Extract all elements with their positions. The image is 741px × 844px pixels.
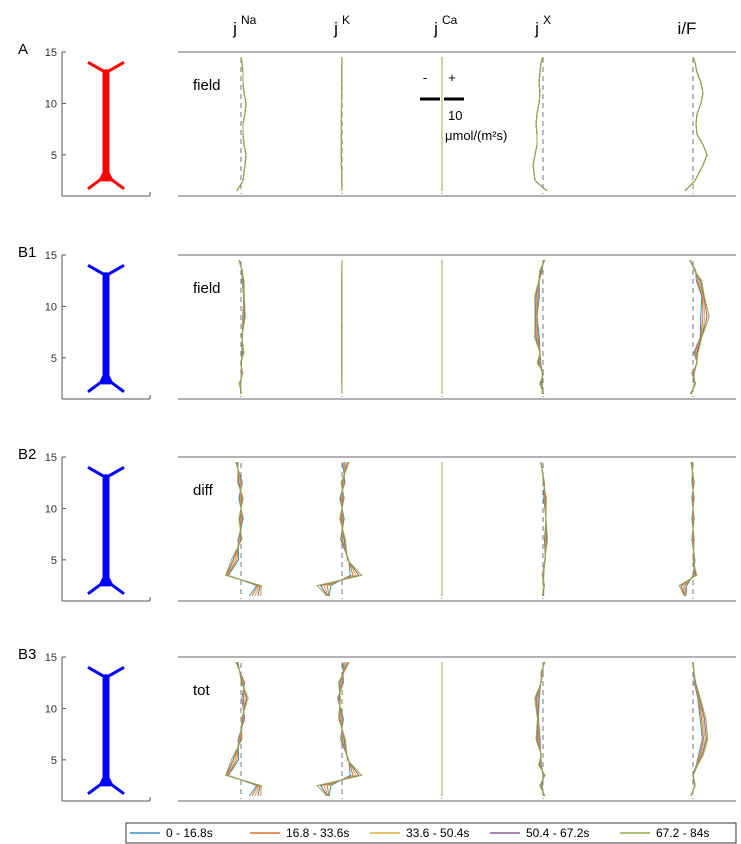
column-header-sup: K (342, 13, 350, 27)
trace-column (534, 259, 546, 397)
panel-B2: B2 5 10 15 diff (18, 446, 736, 602)
series-line (534, 661, 546, 797)
trace-column (540, 462, 549, 599)
y-tick-label: 10 (45, 98, 57, 110)
neuron-morphology (87, 465, 125, 596)
series-line (532, 56, 548, 192)
series-line (678, 462, 698, 597)
trace-column (678, 462, 698, 599)
scale-unit: μmol/(m²s) (445, 128, 507, 143)
y-tick-label: 10 (45, 503, 57, 515)
series-line (340, 57, 343, 191)
trace-column (532, 56, 548, 194)
trace-column (534, 661, 546, 799)
series-line (540, 462, 549, 596)
legend-box (125, 822, 737, 844)
scale-value: 10 (448, 108, 462, 123)
scale-bar: - + 10 μmol/(m²s) (420, 70, 507, 143)
scale-plus: + (448, 70, 456, 85)
column-header: j (433, 19, 438, 38)
y-tick-label: 15 (45, 250, 57, 262)
trace-column (316, 461, 363, 599)
y-tick-label: 15 (45, 452, 57, 464)
series-line (684, 56, 708, 192)
condition-label: field (193, 280, 221, 297)
column-header: j (534, 19, 539, 38)
column-header-sup: Ca (442, 13, 458, 27)
panel-B3: B3 5 10 15 tot (18, 646, 736, 802)
y-tick-label: 5 (51, 755, 57, 767)
legend-label: 33.6 - 50.4s (406, 826, 469, 840)
series-line (690, 662, 709, 797)
legend-label: 16.8 - 33.6s (286, 826, 349, 840)
trace-column (689, 259, 710, 397)
series-line (225, 462, 262, 596)
series-line (316, 461, 363, 597)
y-tick-label: 15 (45, 652, 57, 664)
trace-column (238, 259, 246, 397)
series-line (236, 57, 247, 192)
trace-column (225, 461, 262, 599)
series-line (226, 661, 260, 797)
series-line (225, 462, 261, 597)
column-header-sup: X (543, 13, 551, 27)
trace-column (690, 662, 709, 799)
legend: 0 - 16.8s 16.8 - 33.6s 33.6 - 50.4s 50.4 - … (125, 822, 737, 844)
series-line (227, 461, 258, 597)
condition-label: diff (193, 482, 214, 499)
trace-column (225, 661, 262, 799)
panel-label: B2 (18, 446, 36, 463)
series-line (328, 462, 351, 596)
y-tick-label: 5 (51, 353, 57, 365)
panel-label: B3 (18, 646, 36, 663)
condition-label: field (193, 77, 221, 94)
series-line (225, 662, 262, 796)
panel-label: A (18, 41, 28, 58)
series-line (226, 462, 260, 597)
y-tick-label: 15 (45, 47, 57, 59)
condition-label: tot (193, 682, 211, 699)
trace-column (236, 57, 247, 194)
neuron-morphology (87, 263, 125, 394)
neuron-morphology (87, 665, 125, 796)
column-header: j (333, 19, 338, 38)
scale-minus: - (423, 70, 427, 85)
column-header: j (232, 19, 237, 38)
column-header: i/F (678, 19, 697, 38)
panel-A: A 5 10 15 field (18, 41, 736, 197)
legend-label: 67.2 - 84s (656, 826, 709, 840)
neuron-morphology (87, 60, 125, 191)
y-tick-label: 5 (51, 555, 57, 567)
panel-label: B1 (18, 244, 36, 261)
y-tick-label: 5 (51, 150, 57, 162)
y-tick-label: 10 (45, 703, 57, 715)
series-line (238, 259, 246, 395)
legend-label: 50.4 - 67.2s (526, 826, 589, 840)
trace-column (316, 661, 363, 799)
series-line (690, 259, 710, 395)
series-line (534, 259, 546, 395)
trace-column (340, 57, 343, 194)
series-line (226, 461, 259, 597)
panel-B1: B1 5 10 15 field (18, 244, 736, 400)
series-line (316, 661, 363, 797)
panels: A 5 10 15 field B1 5 10 15 field B2 5 10 15 diff B3 5 10 1… (18, 41, 736, 802)
legend-label: 0 - 16.8s (166, 826, 213, 840)
column-header-sup: Na (241, 13, 257, 27)
y-tick-label: 10 (45, 301, 57, 313)
trace-column (684, 56, 708, 194)
